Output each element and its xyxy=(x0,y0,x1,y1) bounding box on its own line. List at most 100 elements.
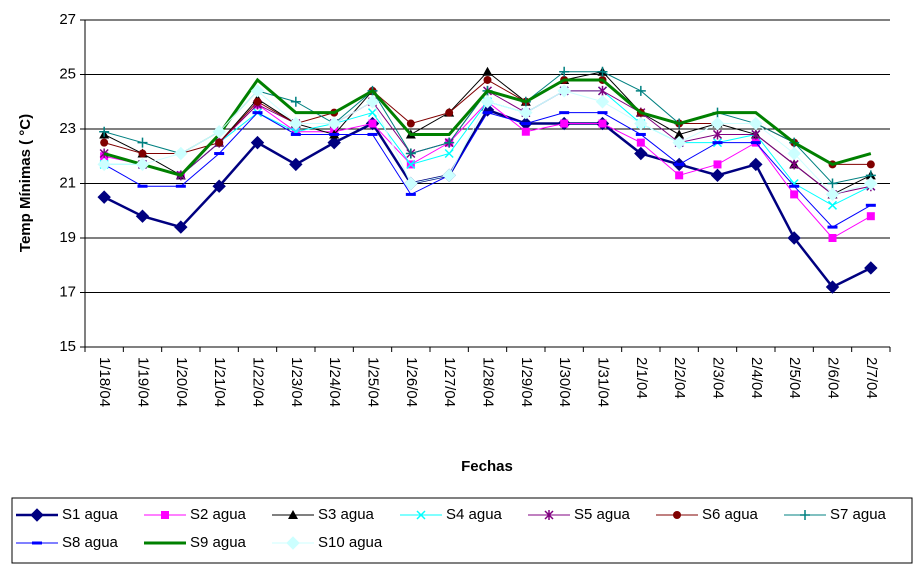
data-point xyxy=(99,126,110,137)
legend-marker xyxy=(416,510,426,520)
data-point xyxy=(97,190,111,204)
data-point xyxy=(828,234,837,242)
data-point xyxy=(212,179,226,193)
data-point xyxy=(212,125,226,139)
data-point xyxy=(445,108,454,117)
data-point xyxy=(864,261,878,275)
legend-item: S1 agua xyxy=(16,506,119,523)
data-point xyxy=(787,146,801,161)
x-tick-label: 2/1/04 xyxy=(633,357,650,399)
data-point xyxy=(672,135,686,150)
data-point xyxy=(710,168,725,183)
legend-box xyxy=(11,497,913,564)
data-point xyxy=(790,190,799,199)
x-tick-label: 1/29/04 xyxy=(518,357,535,407)
legend-item: S5 agua xyxy=(528,506,631,523)
legend-label: S5 agua xyxy=(574,506,631,523)
x-tick-label: 1/24/04 xyxy=(326,357,343,407)
x-tick-label: 2/5/04 xyxy=(786,357,803,399)
data-point xyxy=(787,231,801,245)
legend-marker xyxy=(286,536,300,550)
x-tick-label: 1/20/04 xyxy=(173,357,190,407)
data-point xyxy=(327,135,341,150)
data-point xyxy=(864,176,878,191)
x-tick-label: 2/4/04 xyxy=(748,357,765,399)
y-tick-label: 15 xyxy=(59,338,76,355)
legend-marker xyxy=(544,510,554,520)
y-tick-label: 21 xyxy=(59,174,76,191)
data-point xyxy=(406,119,415,128)
data-point xyxy=(250,84,265,98)
data-point xyxy=(634,116,648,131)
legend-item: S3 agua xyxy=(272,506,375,523)
data-point xyxy=(636,138,645,147)
legend-item: S9 agua xyxy=(144,534,247,551)
data-point xyxy=(789,159,799,170)
data-point xyxy=(404,176,418,191)
data-point xyxy=(634,146,648,161)
y-tick-label: 25 xyxy=(59,65,76,82)
data-point xyxy=(749,157,763,172)
data-point xyxy=(406,159,416,169)
data-point xyxy=(825,280,840,294)
data-point xyxy=(327,116,341,131)
y-tick-label: 27 xyxy=(59,11,76,28)
series xyxy=(97,84,878,202)
data-point xyxy=(215,138,224,147)
data-point xyxy=(712,129,723,140)
data-point xyxy=(635,85,646,96)
legend-marker xyxy=(673,511,681,519)
data-point xyxy=(749,116,763,131)
y-tick-label: 19 xyxy=(59,229,76,246)
data-point xyxy=(519,105,533,120)
data-point xyxy=(751,129,761,140)
x-tick-label: 2/2/04 xyxy=(671,357,688,399)
legend-item: S6 agua xyxy=(656,506,759,523)
x-tick-label: 2/3/04 xyxy=(710,357,727,399)
legend-label: S6 agua xyxy=(702,506,759,523)
legend-item: S2 agua xyxy=(144,506,247,523)
data-point xyxy=(174,220,188,234)
legend-label: S10 agua xyxy=(318,534,383,551)
legend-marker xyxy=(161,511,169,519)
x-tick-label: 1/27/04 xyxy=(441,357,458,407)
data-point xyxy=(135,209,150,223)
data-point xyxy=(174,146,188,161)
x-tick-label: 1/23/04 xyxy=(288,357,305,407)
legend-item: S4 agua xyxy=(400,506,503,523)
y-tick-label: 17 xyxy=(59,283,76,300)
data-point xyxy=(675,171,684,180)
data-point xyxy=(253,97,262,106)
legend-item: S10 agua xyxy=(272,534,383,551)
data-point xyxy=(137,137,148,148)
legend-label: S3 agua xyxy=(318,506,375,523)
data-point xyxy=(135,157,150,172)
data-point xyxy=(97,157,111,172)
data-point xyxy=(521,127,530,136)
data-point xyxy=(827,200,838,210)
x-tick-label: 1/21/04 xyxy=(211,357,228,407)
legend-label: S4 agua xyxy=(446,506,503,523)
data-point xyxy=(827,178,838,189)
legend-label: S8 agua xyxy=(62,534,119,551)
y-tick-label: 23 xyxy=(59,120,76,137)
legend-item: S8 agua xyxy=(16,534,119,551)
data-point xyxy=(483,75,492,84)
series xyxy=(103,77,872,178)
x-tick-label: 1/19/04 xyxy=(135,357,152,407)
data-point xyxy=(250,135,265,150)
x-tick-label: 1/31/04 xyxy=(595,357,612,407)
legend-marker xyxy=(30,508,44,522)
data-point xyxy=(405,148,416,159)
x-tick-label: 2/7/04 xyxy=(863,357,880,399)
x-tick-label: 2/6/04 xyxy=(825,357,842,399)
data-point xyxy=(367,108,378,118)
legend-item: S7 agua xyxy=(784,506,887,523)
x-tick-label: 1/18/04 xyxy=(96,357,113,407)
x-tick-label: 1/26/04 xyxy=(403,357,420,407)
data-point xyxy=(138,149,147,158)
data-point xyxy=(442,168,456,183)
x-tick-label: 1/22/04 xyxy=(250,357,267,407)
